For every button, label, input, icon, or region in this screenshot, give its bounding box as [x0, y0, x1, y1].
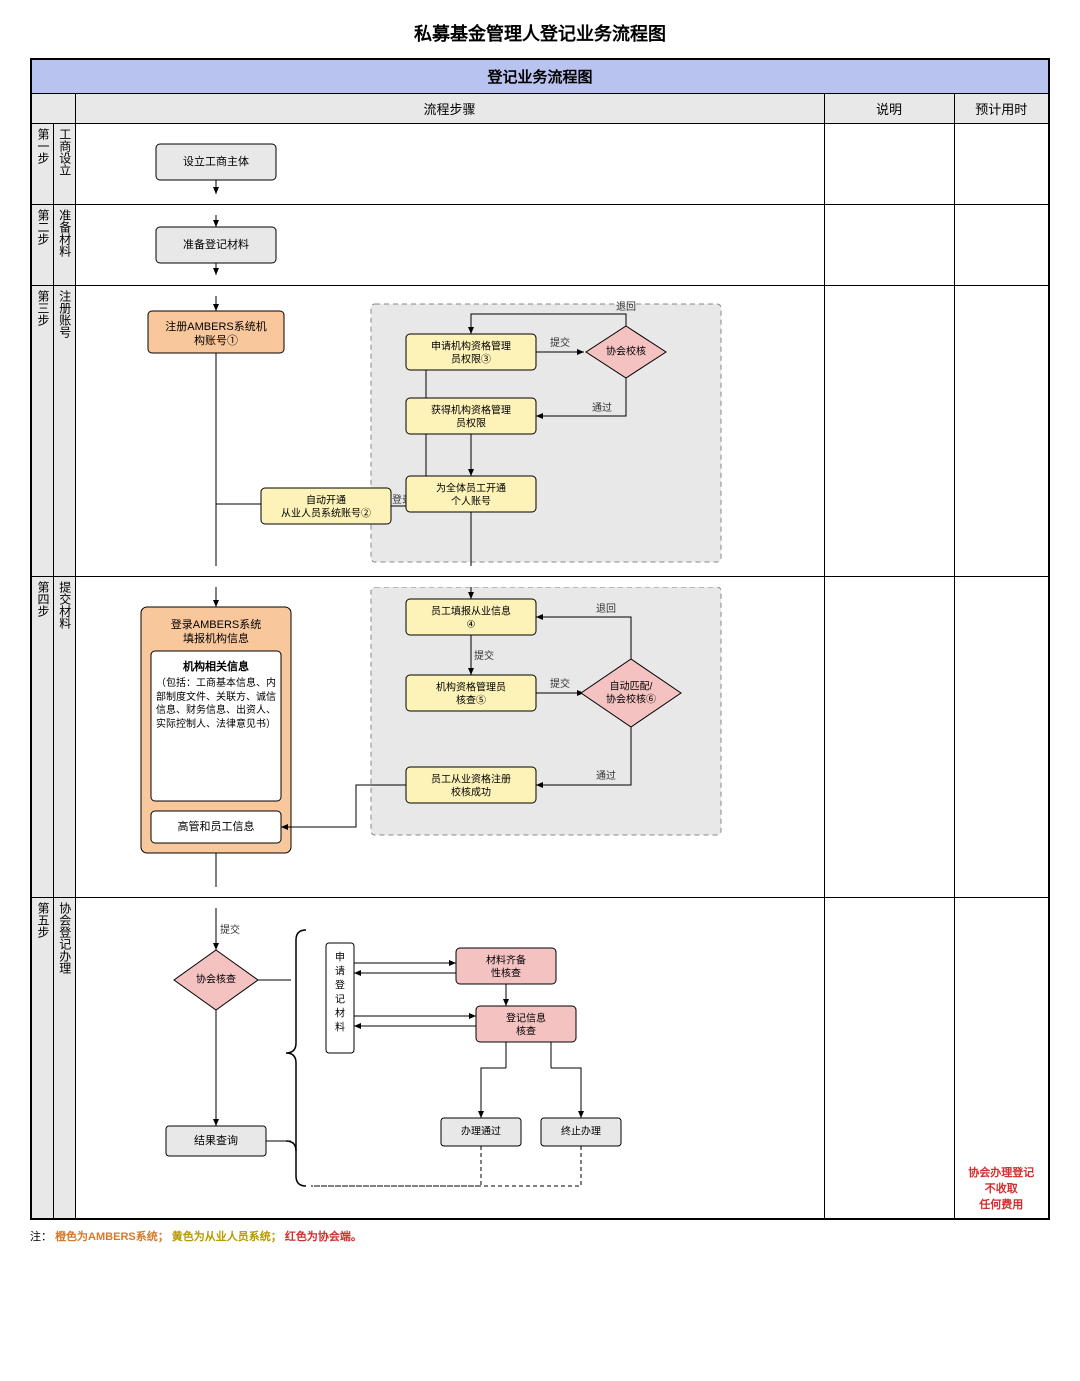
- step3-svg: 注册AMBERS系统机 构账号① 自动开通 从业人员系统账号② 登录 申请机构资…: [86, 296, 766, 566]
- step5-svg: 提交 协会核查 申 请 登 记 材 料 材料齐备 性核查: [86, 908, 766, 1208]
- label-orgreview1: 机构资格管理员: [436, 681, 506, 694]
- label-register-ambers1: 注册AMBERS系统机: [165, 319, 266, 333]
- label-empfill1: 员工填报从业信息: [431, 605, 511, 618]
- step5-name: 协会登记办理: [53, 898, 75, 1220]
- label-applymat3: 登: [335, 979, 345, 992]
- edge-label-return2: 退回: [596, 603, 616, 615]
- col-time: 预计用时: [954, 94, 1049, 124]
- row-step2: 第二步 准备材料 准备登记材料: [31, 205, 1049, 286]
- step1-name: 工商设立: [53, 124, 75, 205]
- edge-dashed-pass: [311, 1146, 481, 1186]
- label-autoopen2: 从业人员系统账号②: [281, 507, 371, 520]
- row-step1: 第一步 工商设立 设立工商主体: [31, 124, 1049, 205]
- label-applymat4: 记: [335, 994, 345, 1006]
- label-getauth2: 员权限: [456, 417, 486, 430]
- step2-svg: 准备登记材料: [86, 215, 766, 275]
- step1-num: 第一步: [31, 124, 53, 205]
- label-applymat2: 请: [335, 965, 345, 978]
- edge-label-pass2: 通过: [596, 769, 616, 782]
- footnote-yellow: 黄色为从业人员系统；: [172, 1231, 282, 1243]
- label-register-ambers2: 构账号①: [194, 333, 238, 347]
- label-login1: 登录AMBERS系统: [170, 617, 260, 631]
- step4-name: 提交材料: [53, 577, 75, 898]
- footnote-prefix: 注：: [30, 1231, 52, 1243]
- label-applymat6: 料: [335, 1021, 345, 1034]
- label-infocheck2: 核查: [516, 1025, 536, 1038]
- label-matcheck1: 材料齐备: [486, 954, 526, 967]
- step4-svg: 登录AMBERS系统 填报机构信息 机构相关信息 （包括：工商基本信息、内部制度…: [86, 587, 766, 887]
- table-title-row: 登记业务流程图: [31, 59, 1049, 94]
- orginfo-body: （包括：工商基本信息、内部制度文件、关联方、诚信信息、财务信息、出资人、实际控制…: [154, 675, 278, 733]
- edge-label-submit4: 提交: [220, 923, 240, 936]
- label-empsucc1: 员工从业资格注册: [431, 773, 511, 786]
- label-personal1: 为全体员工开通: [436, 482, 506, 495]
- label-automatch2: 协会校核⑥: [606, 693, 656, 706]
- bracket-result: [286, 1141, 296, 1151]
- label-matcheck2: 性核查: [491, 967, 521, 980]
- step4-num: 第四步: [31, 577, 53, 898]
- edge-to-pass: [481, 1068, 506, 1118]
- label-orginfo-title: 机构相关信息: [183, 659, 249, 673]
- label-terminate: 终止办理: [561, 1125, 601, 1138]
- edge-label-submit3: 提交: [550, 677, 570, 690]
- label-s2-prepare: 准备登记材料: [183, 237, 249, 251]
- edge-label-pass1: 通过: [592, 401, 612, 414]
- step2-name: 准备材料: [53, 205, 75, 286]
- label-assoc-check: 协会校核: [606, 345, 646, 358]
- label-autoopen1: 自动开通: [306, 494, 346, 507]
- label-empsucc2: 校核成功: [451, 786, 491, 799]
- column-header-row: 流程步骤 说明 预计用时: [31, 94, 1049, 124]
- edge-label-return1: 退回: [616, 301, 636, 313]
- label-mgmt-info: 高管和员工信息: [177, 819, 254, 833]
- edge-label-submit2: 提交: [474, 649, 494, 662]
- label-apply2: 员权限③: [451, 353, 491, 366]
- step1-svg: 设立工商主体: [86, 134, 766, 194]
- label-orgreview2: 核查⑤: [456, 694, 486, 707]
- label-apply1: 申请机构资格管理: [431, 340, 511, 353]
- step3-num: 第三步: [31, 286, 53, 577]
- label-infocheck1: 登记信息: [506, 1012, 546, 1025]
- red-note: 协会办理登记 不收取 任何费用: [961, 1164, 1043, 1212]
- label-empfill2: ④: [466, 620, 475, 631]
- col-desc: 说明: [824, 94, 954, 124]
- label-pass: 办理通过: [461, 1125, 501, 1138]
- row-step5: 第五步 协会登记办理 提交 协会核查 申 请 登 记 材 料: [31, 898, 1049, 1220]
- label-result: 结果查询: [194, 1133, 238, 1147]
- flow-table: 登记业务流程图 流程步骤 说明 预计用时 第一步 工商设立 设立工商主体 第二步…: [30, 58, 1050, 1220]
- label-assoc-review: 协会核查: [196, 973, 236, 986]
- label-s1-setup: 设立工商主体: [183, 154, 249, 168]
- step3-name: 注册账号: [53, 286, 75, 577]
- label-personal2: 个人账号: [451, 496, 491, 508]
- label-automatch1: 自动匹配/: [609, 680, 652, 693]
- row-step4: 第四步 提交材料 登录AMBERS系统 填报机构信息 机构相关信息 （包括：工商…: [31, 577, 1049, 898]
- step5-num: 第五步: [31, 898, 53, 1220]
- footnote: 注： 橙色为AMBERS系统； 黄色为从业人员系统； 红色为协会端。: [30, 1228, 1050, 1244]
- label-getauth1: 获得机构资格管理: [431, 404, 511, 417]
- page-title: 私募基金管理人登记业务流程图: [30, 20, 1050, 46]
- row-step3: 第三步 注册账号 注册AMBERS系统机 构账号① 自动开通 从业人员系统账号②…: [31, 286, 1049, 577]
- edge-label-submit1: 提交: [550, 336, 570, 349]
- footnote-red: 红色为协会端。: [285, 1231, 362, 1243]
- table-title: 登记业务流程图: [31, 59, 1049, 94]
- label-applymat1: 申: [335, 951, 345, 964]
- footnote-orange: 橙色为AMBERS系统；: [55, 1231, 169, 1243]
- edge-dashed-term: [311, 1146, 581, 1186]
- edge-to-term: [551, 1068, 581, 1118]
- step2-num: 第二步: [31, 205, 53, 286]
- label-login2: 填报机构信息: [183, 631, 249, 645]
- label-applymat5: 材: [335, 1007, 345, 1020]
- col-flow: 流程步骤: [75, 94, 824, 124]
